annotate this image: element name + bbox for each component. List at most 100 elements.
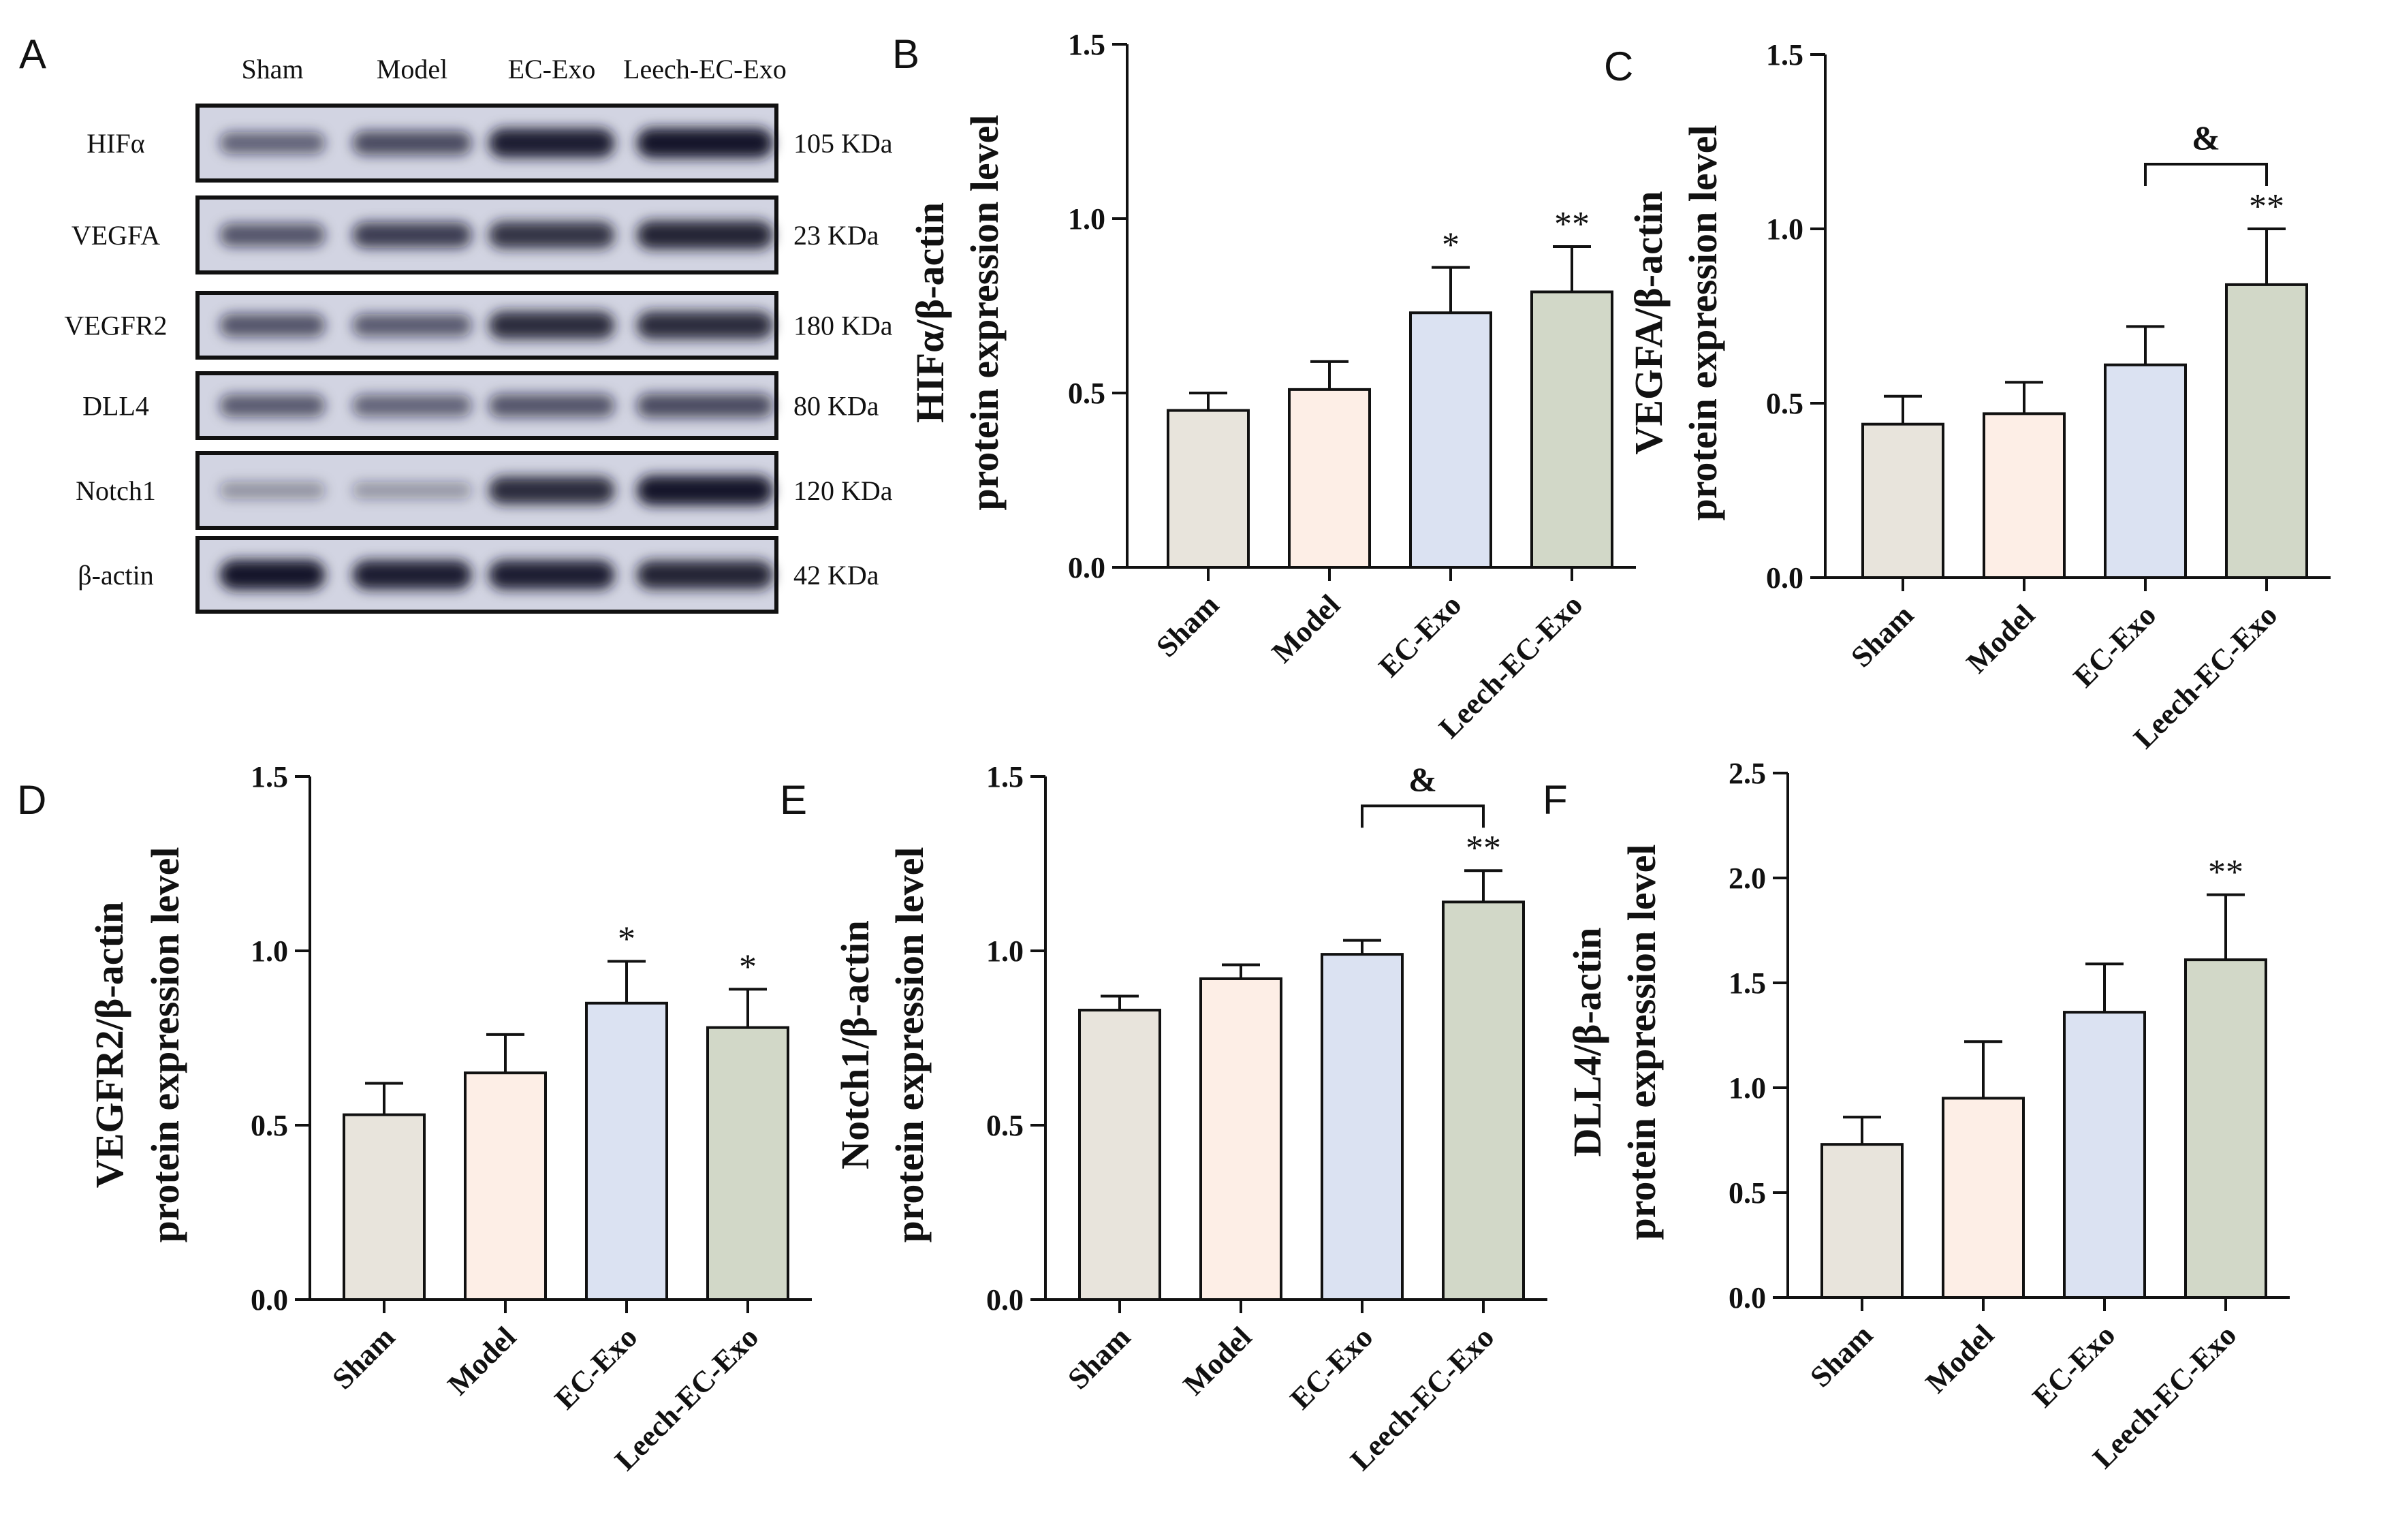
y-tick-label: 1.5	[1766, 38, 1803, 72]
bar-ec-exo	[585, 1001, 668, 1302]
y-tick-label: 2.5	[1729, 757, 1766, 790]
blot-band	[488, 311, 615, 339]
y-tick-label: 0.0	[1729, 1281, 1766, 1315]
y-tick-label: 2.0	[1729, 862, 1766, 895]
significance-marker: **	[2249, 187, 2284, 226]
y-axis-title-line2: protein expression level	[1620, 844, 1664, 1240]
blot-row-notch1: Notch1 120 KDa	[76, 451, 893, 530]
y-tick-label: 1.0	[1729, 1071, 1766, 1105]
blot-band	[352, 560, 472, 590]
panel-letter: C	[1604, 44, 1633, 89]
x-tick-label-sham: Sham	[326, 1320, 401, 1396]
blot-band	[352, 131, 472, 155]
blot-protein-label: DLL4	[82, 391, 149, 422]
blot-band	[488, 221, 615, 249]
x-tick-label-ec-exo: EC-Exo	[1372, 588, 1468, 683]
x-tick-label-ec-exo: EC-Exo	[2026, 1318, 2122, 1413]
y-axis-title-line1: VEGFA/β-actin	[1626, 191, 1671, 454]
bar-ec-exo	[1409, 311, 1492, 569]
panel-letter: F	[1543, 777, 1568, 823]
y-axis-title-line1: HIFα/β-actin	[908, 202, 952, 423]
blot-band	[637, 311, 773, 339]
x-tick-label-model: Model	[1960, 598, 2041, 679]
x-tick-label-sham: Sham	[1150, 588, 1225, 663]
y-tick-label: 0.0	[1068, 551, 1105, 584]
blot-protein-label: HIFα	[86, 128, 144, 159]
panel-letter: B	[892, 31, 919, 77]
y-axis-title-line2: protein expression level	[887, 847, 932, 1242]
blot-row-actin: β-actin 42 KDa	[78, 536, 879, 614]
significance-marker: *	[1442, 226, 1460, 265]
comparison-bracket	[2144, 163, 2268, 186]
panel-letter: D	[17, 777, 46, 823]
bar-leech-ec-exo	[1442, 900, 1525, 1301]
y-tick-label: 1.0	[251, 934, 288, 968]
blot-size-label: 42 KDa	[793, 560, 879, 591]
y-axis-title-line1: Notch1/β-actin	[833, 920, 877, 1169]
blot-band	[219, 482, 326, 499]
y-tick-label: 0.5	[1729, 1176, 1766, 1210]
blot-band	[488, 394, 615, 418]
bar-model	[464, 1071, 547, 1301]
y-axis-title-line2: protein expression level	[143, 847, 187, 1242]
blot-band	[352, 222, 472, 248]
significance-marker: **	[1554, 205, 1590, 244]
blot-band	[219, 132, 326, 154]
blot-band	[352, 314, 472, 336]
x-tick-label-model: Model	[1265, 588, 1346, 669]
blot-size-label: 80 KDa	[793, 391, 879, 422]
chart-panel-c: C 0.0 0.5 1.0 1.5 VEGFA/β-actin protein expres…	[1604, 38, 2331, 755]
y-tick-label: 0.0	[1766, 561, 1803, 595]
x-tick-label-model: Model	[441, 1320, 522, 1401]
blot-band	[219, 313, 326, 337]
blot-protein-label: Notch1	[76, 475, 156, 506]
blot-size-label: 23 KDa	[793, 220, 879, 251]
y-tick-label: 1.5	[986, 760, 1024, 793]
x-tick-label-ec-exo: EC-Exo	[2067, 598, 2162, 693]
blot-band	[219, 560, 326, 590]
y-tick-label: 0.5	[251, 1109, 288, 1142]
blot-lane-label-leech-ec-exo: Leech-EC-Exo	[623, 54, 787, 84]
blot-band	[488, 476, 615, 505]
blot-lane-label-ec-exo: EC-Exo	[508, 54, 596, 84]
bar-leech-ec-exo	[2225, 283, 2308, 579]
blot-size-label: 180 KDa	[793, 311, 893, 341]
blot-band	[637, 128, 773, 158]
chart-panel-b: B 0.0 0.5 1.0 1.5 HIFα/β-actin protein express…	[892, 28, 1636, 744]
x-tick-label-sham: Sham	[1803, 1318, 1879, 1394]
x-tick-label-model: Model	[1919, 1318, 2000, 1399]
comparison-bracket-label: &	[1408, 760, 1437, 798]
significance-marker: *	[739, 947, 757, 986]
chart-panel-f: F 0.0 0.5 1.0 1.5 2.0 2.5 DLL4/β-actin protein e…	[1543, 757, 2290, 1475]
bar-leech-ec-exo	[706, 1026, 789, 1301]
significance-marker: **	[2208, 853, 2243, 892]
x-tick-label-ec-exo: EC-Exo	[1284, 1320, 1379, 1415]
blot-lane-label-model: Model	[377, 54, 447, 84]
bar-sham	[1820, 1143, 1904, 1300]
blot-row-dll4: DLL4 80 KDa	[82, 371, 879, 440]
x-tick-label-ec-exo: EC-Exo	[548, 1320, 644, 1415]
y-tick-label: 1.0	[1068, 202, 1105, 236]
bar-sham	[1078, 1009, 1161, 1302]
blot-band	[488, 128, 615, 158]
blot-band	[352, 394, 472, 417]
blot-protein-label: VEGFR2	[64, 311, 167, 341]
blot-protein-label: β-actin	[78, 560, 153, 591]
comparison-bracket-label: &	[2192, 119, 2220, 157]
blot-band	[637, 561, 773, 589]
bar-sham	[1861, 422, 1944, 579]
y-axis-title-line2: protein expression level	[1681, 125, 1725, 520]
bar-ec-exo	[1321, 953, 1404, 1301]
blot-band	[637, 475, 773, 505]
bar-model	[1199, 977, 1282, 1301]
y-tick-label: 1.0	[986, 934, 1024, 968]
y-tick-label: 1.5	[1729, 967, 1766, 1000]
y-axis-title-line1: DLL4/β-actin	[1565, 928, 1609, 1157]
y-tick-label: 0.0	[251, 1283, 288, 1317]
bar-ec-exo	[2063, 1011, 2146, 1299]
x-tick-label-sham: Sham	[1061, 1320, 1137, 1396]
bar-model	[1942, 1097, 2025, 1300]
y-tick-label: 0.5	[1068, 377, 1105, 410]
bar-leech-ec-exo	[2184, 958, 2267, 1299]
